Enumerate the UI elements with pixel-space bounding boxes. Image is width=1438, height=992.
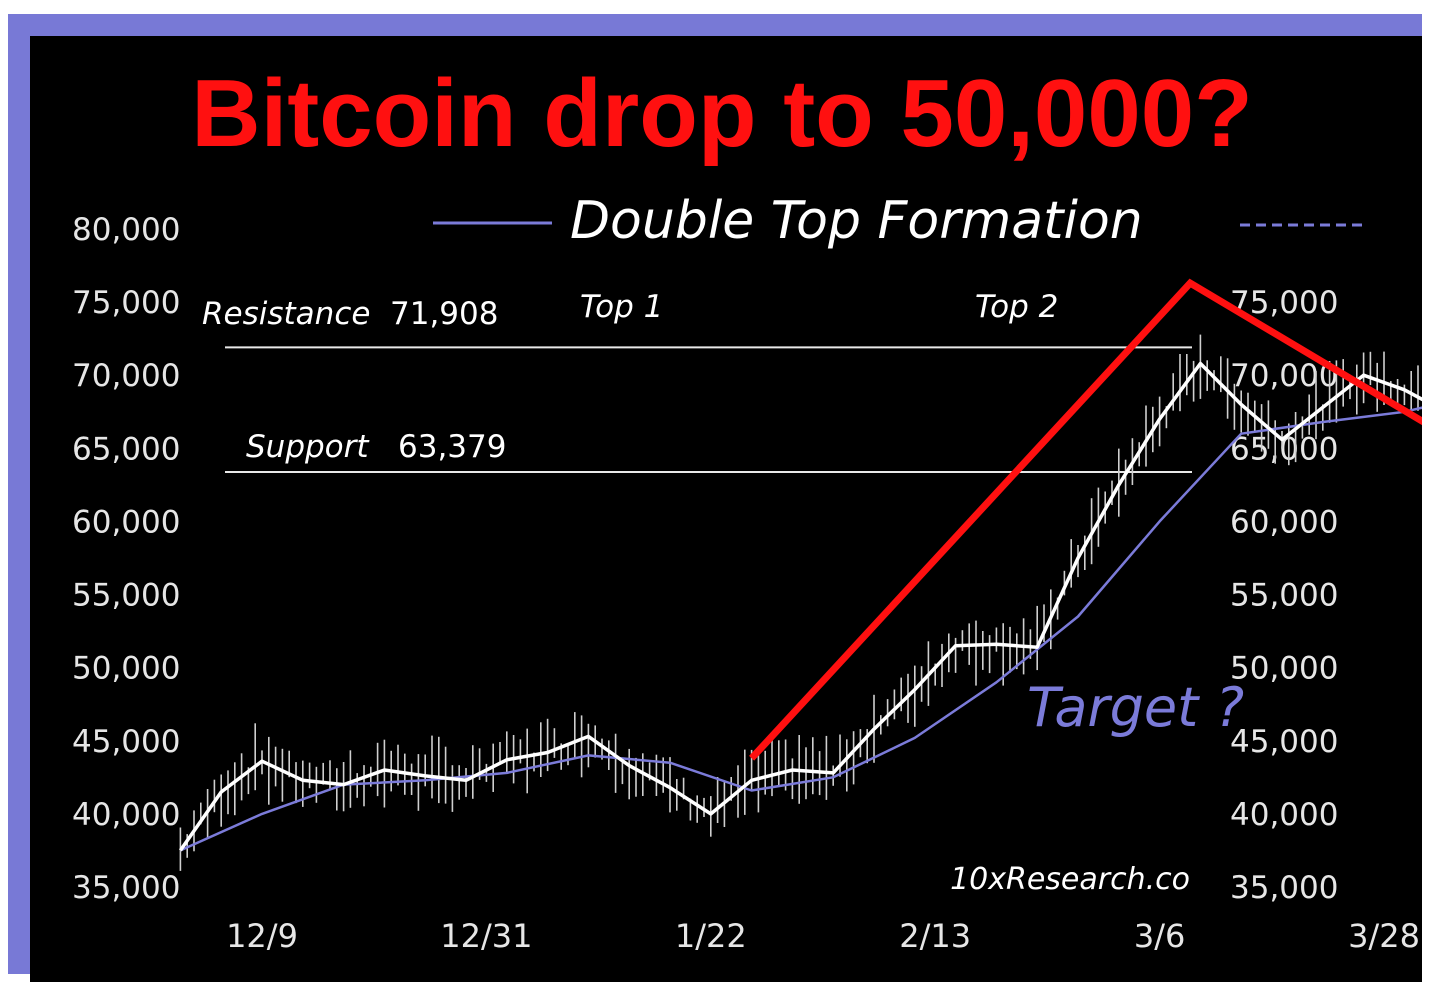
x-tick: 3/28 [1348, 917, 1420, 955]
x-tick: 1/22 [675, 917, 747, 955]
chart-title: Bitcoin drop to 50,000? [191, 60, 1252, 167]
resistance-value: 71,908 [390, 296, 498, 332]
y-tick-left: 65,000 [72, 431, 180, 467]
y-tick-left: 60,000 [72, 504, 180, 540]
double-top-pattern-line [749, 278, 1422, 761]
y-tick-left: 40,000 [72, 797, 180, 833]
y-tick-left: 45,000 [72, 724, 180, 760]
chart-frame: Bitcoin drop to 50,000? Double Top Forma… [8, 14, 1422, 982]
y-tick-left: 70,000 [72, 358, 180, 394]
x-axis: 12/912/311/222/133/63/284/195/116/26/24 [226, 917, 1420, 955]
top-1-label: Top 1 [580, 289, 663, 325]
y-axis-left: 35,000 40,000 45,000 50,000 55,000 60,000 65,0… [72, 212, 180, 906]
y-tick-right: 45,000 [1230, 724, 1338, 760]
y-tick-right: 60,000 [1230, 504, 1338, 540]
resistance-label: Resistance [202, 296, 370, 332]
support-value: 63,379 [398, 429, 506, 465]
y-tick-right: 55,000 [1230, 578, 1338, 614]
x-tick: 3/6 [1134, 917, 1186, 955]
y-tick-left: 50,000 [72, 651, 180, 687]
y-tick-right: 50,000 [1230, 651, 1338, 687]
y-tick-left: 35,000 [72, 870, 180, 906]
price-line [178, 361, 1422, 852]
x-tick: 12/31 [440, 917, 532, 955]
target-label: Target ? [1027, 676, 1244, 739]
chart-canvas: Bitcoin drop to 50,000? Double Top Forma… [30, 36, 1422, 982]
chart-subtitle: Double Top Formation [570, 191, 1143, 251]
x-tick: 12/9 [226, 917, 298, 955]
y-tick-left: 80,000 [72, 212, 180, 248]
y-tick-left: 75,000 [72, 285, 180, 321]
x-tick: 2/13 [899, 917, 971, 955]
watermark: 10xResearch.co [950, 862, 1190, 897]
moving-average-line [179, 406, 1422, 852]
double-top-chart: Bitcoin drop to 50,000? Double Top Forma… [72, 60, 1422, 955]
y-tick-right: 40,000 [1230, 797, 1338, 833]
top-2-label: Top 2 [975, 289, 1058, 325]
y-tick-left: 55,000 [72, 578, 180, 614]
support-label: Support [246, 429, 370, 465]
y-tick-right: 35,000 [1230, 870, 1338, 906]
y-axis-right: 35,00040,00045,00050,00055,00060,00065,0… [1230, 285, 1338, 906]
